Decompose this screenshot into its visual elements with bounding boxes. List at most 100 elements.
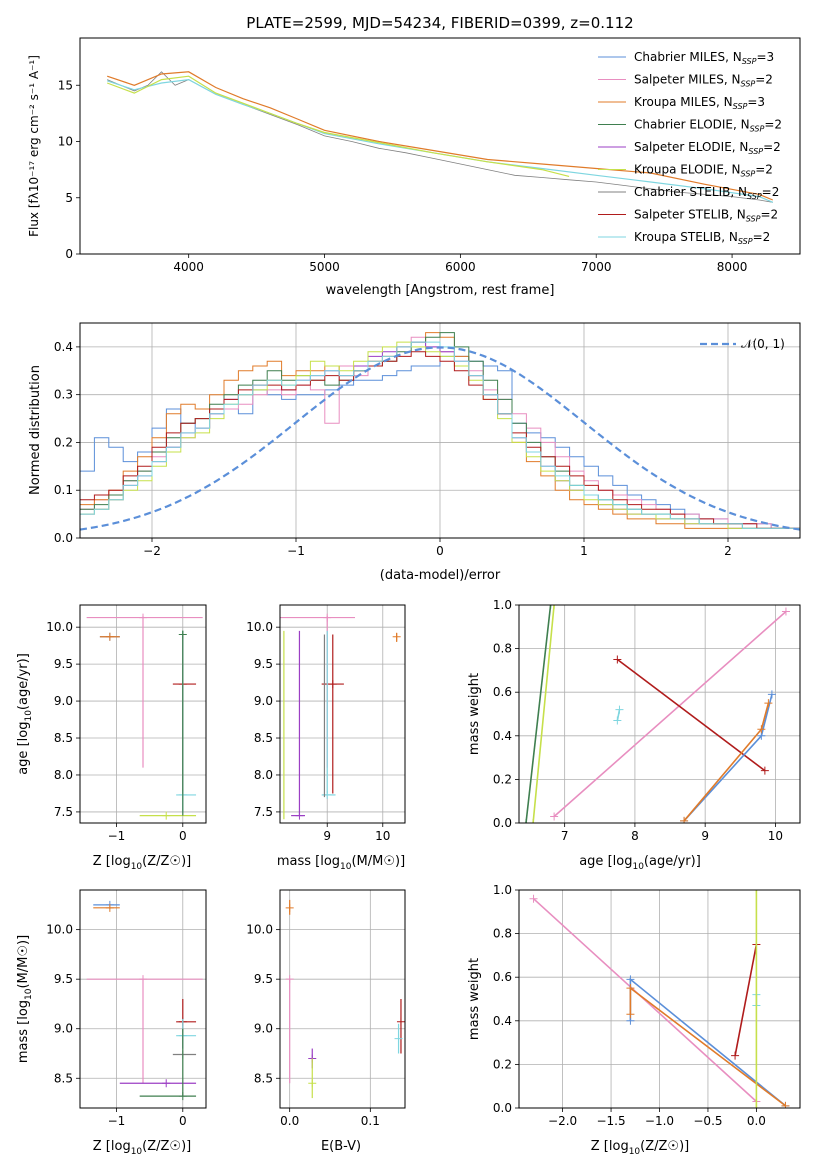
y-tick-label: 0.0 bbox=[493, 816, 512, 830]
y-tick-label: 0 bbox=[65, 247, 73, 261]
x-tick-label: 2 bbox=[724, 544, 732, 558]
weight-marker-kroupa-miles bbox=[680, 816, 689, 823]
x-tick-label: −1.0 bbox=[645, 1114, 674, 1128]
weight-line-chabrier-miles bbox=[683, 694, 773, 822]
z-massweight-ylabel: mass weight bbox=[467, 958, 482, 1040]
marker-kroupa-miles bbox=[285, 903, 294, 912]
marker-salpeter-stelib bbox=[396, 1017, 405, 1026]
legend-label-chabrier-stelib: Chabrier STELIB, NSSP=2 bbox=[634, 185, 779, 201]
weight-marker-kroupa-miles bbox=[781, 1101, 790, 1108]
x-tick-label: −1 bbox=[108, 1114, 126, 1128]
z-massweight-xlabel: Z [log10(Z/Z☉)] bbox=[591, 1139, 689, 1157]
x-tick-label: 9 bbox=[701, 829, 709, 843]
y-tick-label: 9.0 bbox=[54, 694, 73, 708]
y-tick-label: 0.4 bbox=[493, 729, 512, 743]
age-massweight-ylabel: mass weight bbox=[467, 673, 482, 755]
age-massweight-xlabel: age [log10(age/yr)] bbox=[579, 854, 701, 872]
x-tick-label: 8 bbox=[631, 829, 639, 843]
y-tick-label: 0.2 bbox=[54, 435, 73, 449]
weight-marker-kroupa-miles bbox=[764, 699, 773, 708]
plot-area bbox=[86, 613, 203, 820]
y-tick-label: 8.0 bbox=[54, 768, 73, 782]
axes-frame bbox=[79, 604, 207, 824]
x-tick-label: 0 bbox=[179, 1114, 187, 1128]
plot-area bbox=[80, 332, 800, 538]
y-tick-label: 0.8 bbox=[493, 642, 512, 656]
weight-line-kroupa-miles bbox=[683, 702, 770, 822]
weight-marker-kroupa-elodie bbox=[752, 1104, 761, 1108]
marker-kroupa-miles bbox=[105, 632, 114, 641]
age-massweight-panel: age [log10(age/yr)] mass weight 7 8 9 10 0.0… bbox=[467, 598, 801, 872]
marker-salpeter-elodie bbox=[295, 811, 304, 820]
weight-marker-chabrier-elodie bbox=[546, 605, 555, 609]
x-tick-label: 9 bbox=[323, 829, 331, 843]
weight-marker-kroupa-miles bbox=[757, 725, 766, 734]
legend-label-salpeter-stelib: Salpeter STELIB, NSSP=2 bbox=[634, 208, 778, 224]
weight-line-kroupa-elodie bbox=[532, 605, 555, 823]
marker-chabrier-elodie bbox=[178, 1092, 187, 1101]
weight-marker-chabrier-elodie bbox=[522, 819, 531, 823]
weight-marker-kroupa-miles bbox=[626, 1010, 635, 1019]
x-tick-label: 7000 bbox=[581, 260, 612, 274]
legend-label-salpeter-elodie: Salpeter ELODIE, NSSP=2 bbox=[634, 140, 781, 156]
plot-area bbox=[280, 613, 401, 820]
x-tick-label: −1.5 bbox=[596, 1114, 625, 1128]
weight-marker-chabrier-miles bbox=[626, 975, 635, 984]
marker-kroupa-elodie bbox=[162, 811, 171, 820]
x-tick-label: 0.1 bbox=[361, 1114, 380, 1128]
y-tick-label: 0.3 bbox=[54, 388, 73, 402]
x-tick-label: −1 bbox=[108, 829, 126, 843]
legend-label-normal: 𝒩(0, 1) bbox=[741, 337, 785, 351]
y-tick-label: 0.6 bbox=[493, 970, 512, 984]
x-tick-label: 6000 bbox=[445, 260, 476, 274]
weight-marker-kroupa-miles bbox=[626, 984, 635, 993]
y-tick-label: 8.0 bbox=[254, 768, 273, 782]
spectrum-panel: wavelength [Angstrom, rest frame] Flux [… bbox=[27, 37, 801, 298]
marker-salpeter-miles bbox=[139, 975, 147, 984]
spectrum-legend: Chabrier MILES, NSSP=3 Salpeter MILES, NS… bbox=[598, 50, 782, 246]
marker-salpeter-miles bbox=[139, 613, 147, 622]
histogram-ylabel: Normed distribution bbox=[28, 365, 43, 495]
mass-age-panel: mass [log10(M/M☉)] 9 10 7.5 8.0 8.5 9.0 9.5 10.… bbox=[246, 604, 406, 872]
weight-line-salpeter-stelib bbox=[734, 944, 758, 1056]
x-tick-label: −2.0 bbox=[548, 1114, 577, 1128]
x-tick-label: −1 bbox=[287, 544, 305, 558]
y-tick-label: 8.5 bbox=[54, 1071, 73, 1085]
legend-label-kroupa-elodie: Kroupa ELODIE, NSSP=2 bbox=[634, 163, 773, 179]
z-mass-panel: Z [log10(Z/Z☉)] mass [log10(M/M☉)] −1 0 8.… bbox=[16, 889, 207, 1157]
weight-line-chabrier-elodie bbox=[525, 605, 552, 823]
legend-label-kroupa-miles: Kroupa MILES, NSSP=3 bbox=[634, 95, 765, 111]
y-tick-label: 0.4 bbox=[54, 340, 73, 354]
y-tick-label: 9.5 bbox=[254, 657, 273, 671]
spectrum-line-data bbox=[107, 71, 773, 203]
y-tick-label: 8.5 bbox=[254, 1071, 273, 1085]
plot-area bbox=[106, 71, 774, 203]
weight-line-salpeter-stelib bbox=[616, 658, 766, 772]
x-tick-label: 0.0 bbox=[280, 1114, 299, 1128]
y-tick-label: 9.5 bbox=[54, 972, 73, 986]
x-tick-label: 5000 bbox=[309, 260, 340, 274]
x-tick-label: −2 bbox=[143, 544, 161, 558]
axes-frame bbox=[79, 889, 207, 1109]
z-age-xlabel: Z [log10(Z/Z☉)] bbox=[93, 854, 191, 872]
plot-area bbox=[522, 605, 790, 823]
weight-marker-chabrier-miles bbox=[767, 690, 776, 699]
weight-marker-salpeter-stelib bbox=[613, 655, 622, 664]
weight-marker-salpeter-miles bbox=[781, 607, 790, 616]
legend-label-chabrier-miles: Chabrier MILES, NSSP=3 bbox=[634, 50, 774, 66]
y-tick-label: 1.0 bbox=[493, 883, 512, 897]
y-tick-label: 8.5 bbox=[254, 731, 273, 745]
x-tick-label: 10 bbox=[768, 829, 783, 843]
y-tick-label: 10.0 bbox=[246, 923, 273, 937]
plot-area bbox=[285, 899, 405, 1099]
ebv-mass-panel: E(B-V) 0.0 0.1 8.5 9.0 9.5 10.0 bbox=[246, 889, 406, 1154]
spectrum-line-kroupa-elodie-nssp-2 bbox=[106, 75, 570, 177]
grid-lines bbox=[519, 604, 800, 824]
x-tick-label: 0 bbox=[436, 544, 444, 558]
mass-age-xlabel: mass [log10(M/M☉)] bbox=[277, 854, 405, 872]
spectrum-xlabel: wavelength [Angstrom, rest frame] bbox=[326, 283, 555, 298]
y-tick-label: 8.5 bbox=[54, 731, 73, 745]
histogram-legend: 𝒩(0, 1) bbox=[700, 337, 785, 351]
y-tick-label: 0.2 bbox=[493, 772, 512, 786]
